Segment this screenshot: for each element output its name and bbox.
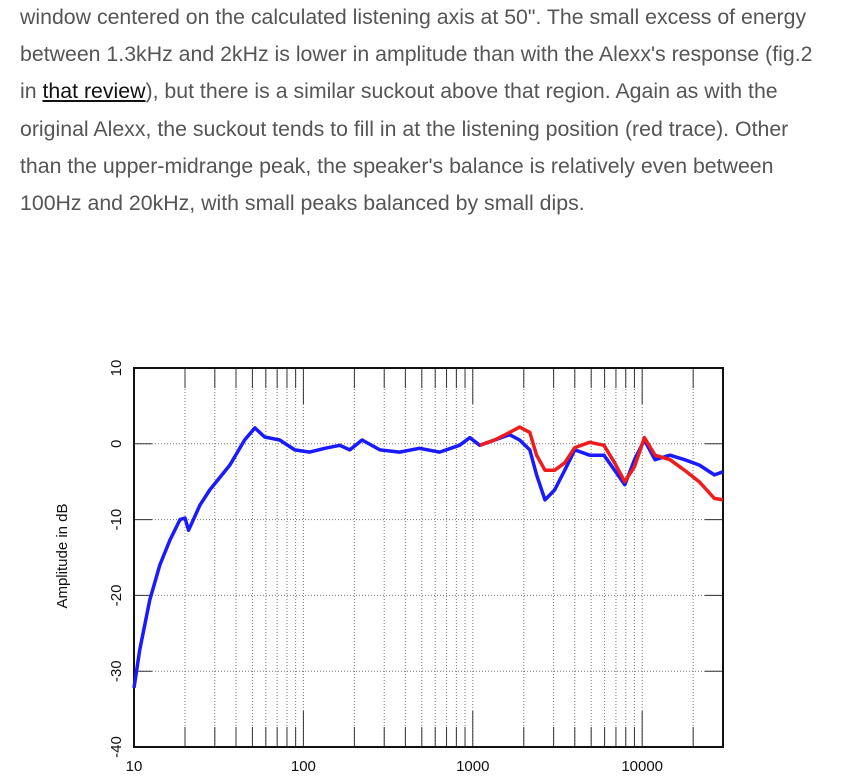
x-tick-label: 10 xyxy=(126,758,143,775)
y-tick-label: -40 xyxy=(108,736,125,758)
y-tick-label: 10 xyxy=(108,360,125,377)
text: ), but there is a similar suckout above … xyxy=(20,79,789,216)
y-tick-label: -20 xyxy=(108,585,125,607)
y-tick-label: -10 xyxy=(108,509,125,531)
y-tick-label: 0 xyxy=(108,440,125,448)
x-tick-label: 1000 xyxy=(456,758,489,775)
paragraph: window centered on the calculated listen… xyxy=(20,0,820,222)
plot-frame xyxy=(133,367,724,748)
x-tick-label: 10000 xyxy=(621,758,663,775)
y-tick-label: -30 xyxy=(108,660,125,682)
text: window centered on the calculated listen… xyxy=(20,5,813,104)
chart: Amplitude in dB -40 -30 -20 -10 0 10 10 100 1000… xyxy=(54,360,724,775)
x-tick-label: 100 xyxy=(291,758,316,775)
link[interactable]: that review xyxy=(42,79,146,104)
data-line xyxy=(132,426,724,689)
article: window centered on the calculated listen… xyxy=(20,0,820,222)
data-line xyxy=(479,425,724,502)
y-axis-label: Amplitude in dB xyxy=(54,503,71,608)
